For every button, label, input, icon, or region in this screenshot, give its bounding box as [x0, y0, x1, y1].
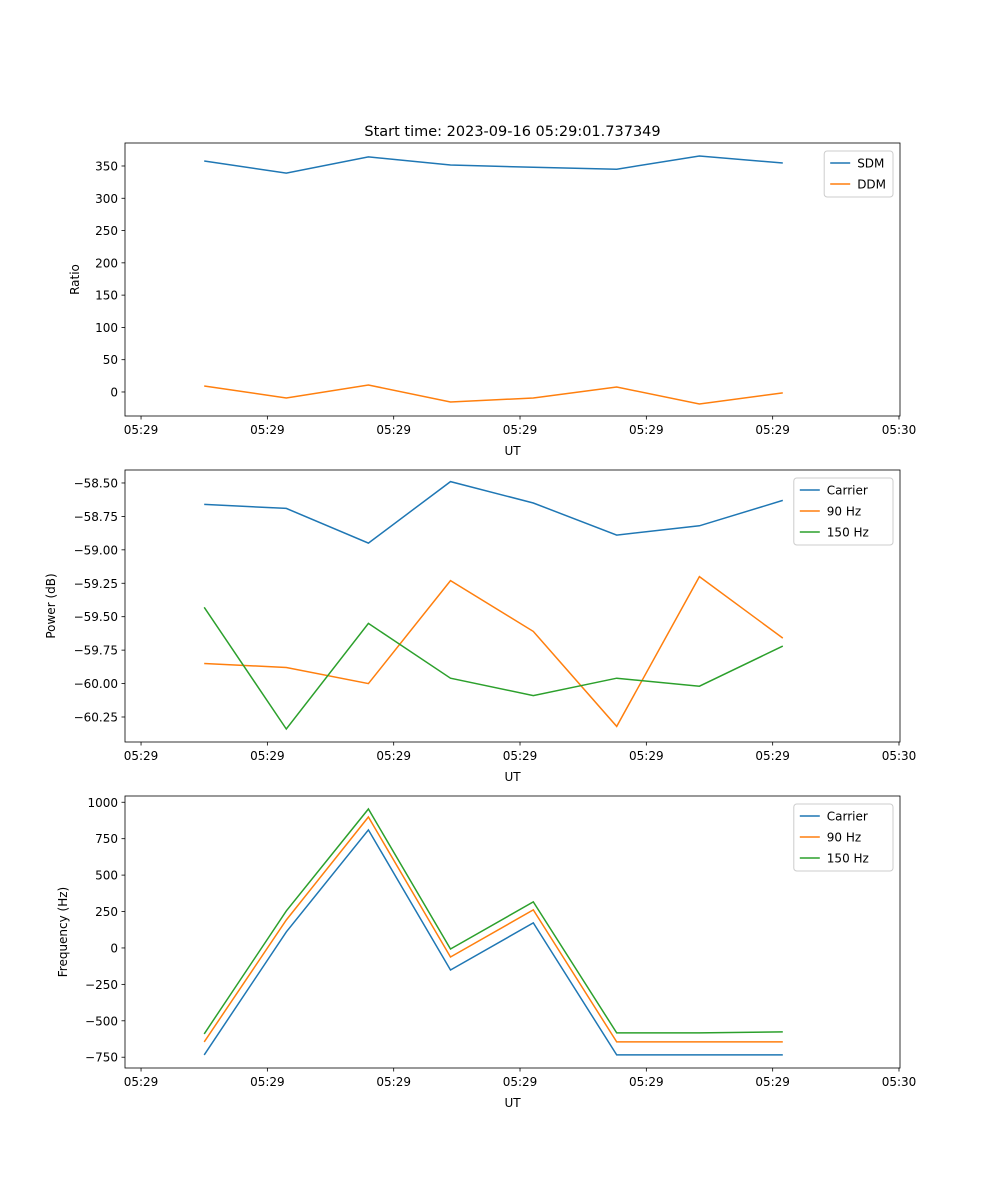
- x-axis-label: UT: [504, 770, 521, 784]
- legend-label: Carrier: [827, 484, 868, 498]
- x-tick-label: 05:30: [882, 423, 917, 437]
- y-tick-label: −250: [85, 978, 118, 992]
- y-tick-label: −60.25: [74, 710, 118, 724]
- legend-label: DDM: [857, 178, 886, 192]
- x-tick-label: 05:29: [376, 1075, 411, 1089]
- x-tick-label: 05:29: [629, 423, 664, 437]
- y-tick-label: 750: [95, 832, 118, 846]
- y-tick-label: −59.50: [74, 610, 118, 624]
- y-tick-label: −58.50: [74, 476, 118, 490]
- legend-label: 150 Hz: [827, 526, 869, 540]
- series-line-sdm: [204, 155, 783, 174]
- series-line-carrier: [204, 480, 784, 544]
- legend-label: Carrier: [827, 810, 868, 824]
- legend-box: [793, 803, 894, 872]
- x-tick-label: 05:29: [124, 423, 159, 437]
- x-tick-label: 05:29: [124, 1075, 159, 1089]
- x-tick-label: 05:29: [755, 749, 790, 763]
- x-tick-label: 05:29: [376, 423, 411, 437]
- y-tick-label: −59.25: [74, 577, 118, 591]
- series-line-150-hz: [203, 807, 783, 1035]
- axes-frame: [124, 469, 901, 743]
- series-line-90-hz: [203, 815, 783, 1043]
- x-axis-label: UT: [504, 1096, 521, 1110]
- legend: Carrier 90 Hz 150 Hz: [793, 803, 894, 872]
- x-tick-label: 05:29: [629, 1075, 664, 1089]
- y-tick-label: 50: [103, 353, 118, 367]
- x-tick-label: 05:29: [124, 749, 159, 763]
- chart-title: Start time: 2023-09-16 05:29:01.737349: [364, 124, 660, 140]
- y-tick-label: 250: [95, 224, 118, 238]
- axes-frame: [124, 142, 901, 417]
- y-tick-label: 500: [95, 869, 118, 883]
- x-tick-label: 05:30: [882, 749, 917, 763]
- series-line-90-hz: [204, 575, 784, 728]
- legend-label: 150 Hz: [827, 852, 869, 866]
- legend-box: [793, 477, 894, 546]
- x-tick-label: 05:29: [250, 749, 285, 763]
- x-tick-label: 05:29: [755, 423, 790, 437]
- x-tick-label: 05:29: [629, 749, 664, 763]
- y-tick-label: 250: [95, 905, 118, 919]
- y-axis-label: Frequency (Hz): [56, 887, 70, 978]
- y-axis-label: Power (dB): [44, 573, 58, 638]
- subplot-1: 05:29 05:29 05:29 05:29 05:29 05:29 05:30 UT 0 50…: [68, 124, 916, 458]
- subplot-3: 05:29 05:29 05:29 05:29 05:29 05:29 05:30 UT −75…: [56, 795, 917, 1110]
- axes-frame: [124, 795, 901, 1069]
- y-tick-label: 300: [95, 192, 118, 206]
- x-tick-label: 05:29: [250, 1075, 285, 1089]
- subplot-2: 05:29 05:29 05:29 05:29 05:29 05:29 05:30 UT −58…: [44, 469, 917, 784]
- y-tick-label: −500: [85, 1014, 118, 1028]
- series-line-ddm: [204, 384, 783, 405]
- y-tick-label: 200: [95, 256, 118, 270]
- y-tick-label: 1000: [87, 796, 118, 810]
- series-line-carrier: [203, 828, 783, 1056]
- y-tick-label: −59.75: [74, 644, 118, 658]
- y-tick-label: 0: [110, 385, 118, 399]
- y-tick-label: −59.00: [74, 543, 118, 557]
- x-tick-label: 05:29: [503, 749, 538, 763]
- y-axis-label: Ratio: [68, 264, 82, 295]
- legend-label: SDM: [857, 157, 884, 171]
- y-tick-label: −60.00: [74, 677, 118, 691]
- y-tick-label: −750: [85, 1051, 118, 1065]
- y-tick-label: 0: [110, 941, 118, 955]
- y-tick-label: −58.75: [74, 510, 118, 524]
- x-tick-label: 05:29: [250, 423, 285, 437]
- legend-label: 90 Hz: [827, 831, 861, 845]
- legend-label: 90 Hz: [827, 505, 861, 519]
- legend: SDM DDM: [823, 150, 894, 198]
- legend: Carrier 90 Hz 150 Hz: [793, 477, 894, 546]
- x-tick-label: 05:30: [882, 1075, 917, 1089]
- x-tick-label: 05:29: [503, 423, 538, 437]
- x-tick-label: 05:29: [503, 1075, 538, 1089]
- y-tick-label: 350: [95, 159, 118, 173]
- y-tick-label: 100: [95, 321, 118, 335]
- x-tick-label: 05:29: [376, 749, 411, 763]
- x-axis-label: UT: [504, 444, 521, 458]
- y-tick-label: 150: [95, 289, 118, 303]
- series-line-150-hz: [203, 606, 784, 731]
- x-tick-label: 05:29: [755, 1075, 790, 1089]
